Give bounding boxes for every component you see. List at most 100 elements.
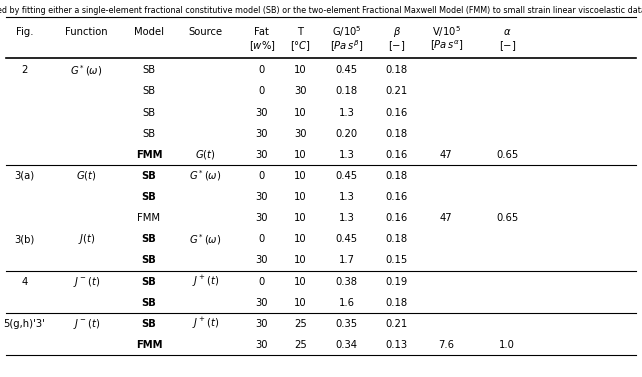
Text: SB: SB xyxy=(142,319,156,329)
Text: T: T xyxy=(297,27,304,37)
Text: 0.65: 0.65 xyxy=(496,150,518,160)
Text: 0.18: 0.18 xyxy=(386,297,408,308)
Text: 2: 2 xyxy=(21,65,28,75)
Text: 25: 25 xyxy=(294,319,307,329)
Text: $[Pa\,s^{\alpha}]$: $[Pa\,s^{\alpha}]$ xyxy=(429,39,463,53)
Text: SB: SB xyxy=(143,86,155,97)
Text: $J(t)$: $J(t)$ xyxy=(78,232,96,246)
Text: 0.18: 0.18 xyxy=(386,65,408,75)
Text: 1.3: 1.3 xyxy=(339,213,354,223)
Text: 0.34: 0.34 xyxy=(336,340,358,350)
Text: 0.38: 0.38 xyxy=(336,276,358,287)
Text: $G^*(\omega)$: $G^*(\omega)$ xyxy=(189,232,221,247)
Text: 30: 30 xyxy=(256,192,268,202)
Text: $[-]$: $[-]$ xyxy=(498,39,516,53)
Text: 30: 30 xyxy=(256,129,268,139)
Text: 47: 47 xyxy=(440,213,453,223)
Text: 0.35: 0.35 xyxy=(336,319,358,329)
Text: FMM: FMM xyxy=(135,150,162,160)
Text: 30: 30 xyxy=(256,255,268,265)
Text: 10: 10 xyxy=(294,255,307,265)
Text: 1.3: 1.3 xyxy=(339,107,354,118)
Text: 0.18: 0.18 xyxy=(386,171,408,181)
Text: 10: 10 xyxy=(294,65,307,75)
Text: 0.21: 0.21 xyxy=(386,319,408,329)
Text: 10: 10 xyxy=(294,276,307,287)
Text: 0.20: 0.20 xyxy=(336,129,358,139)
Text: 10: 10 xyxy=(294,107,307,118)
Text: SB: SB xyxy=(143,129,155,139)
Text: 5(g,h)'3': 5(g,h)'3' xyxy=(3,319,46,329)
Text: Fat: Fat xyxy=(254,27,270,37)
Text: SB: SB xyxy=(142,192,156,202)
Text: 30: 30 xyxy=(294,86,307,97)
Text: 7.6: 7.6 xyxy=(438,340,454,350)
Text: 30: 30 xyxy=(256,213,268,223)
Text: 0.18: 0.18 xyxy=(386,234,408,244)
Text: 0.21: 0.21 xyxy=(386,86,408,97)
Text: Source: Source xyxy=(188,27,223,37)
Text: 10: 10 xyxy=(294,150,307,160)
Text: 0.45: 0.45 xyxy=(336,234,358,244)
Text: 1.3: 1.3 xyxy=(339,150,354,160)
Text: 3(a): 3(a) xyxy=(14,171,35,181)
Text: $J^+(t)$: $J^+(t)$ xyxy=(192,274,219,289)
Text: 4: 4 xyxy=(21,276,28,287)
Text: 0: 0 xyxy=(259,276,265,287)
Text: 10: 10 xyxy=(294,297,307,308)
Text: FMM: FMM xyxy=(137,213,160,223)
Text: 30: 30 xyxy=(256,150,268,160)
Text: 3(b): 3(b) xyxy=(14,234,35,244)
Text: 30: 30 xyxy=(294,129,307,139)
Text: 0: 0 xyxy=(259,234,265,244)
Text: SB: SB xyxy=(142,234,156,244)
Text: 25: 25 xyxy=(294,340,307,350)
Text: 0.16: 0.16 xyxy=(386,107,408,118)
Text: G/10$^5$: G/10$^5$ xyxy=(332,25,361,40)
Text: $J^-(t)$: $J^-(t)$ xyxy=(73,274,100,288)
Text: 0: 0 xyxy=(259,171,265,181)
Text: V/10$^5$: V/10$^5$ xyxy=(432,25,460,40)
Text: $G^*(\omega)$: $G^*(\omega)$ xyxy=(189,169,221,183)
Text: FMM: FMM xyxy=(135,340,162,350)
Text: 0.16: 0.16 xyxy=(386,192,408,202)
Text: 0.16: 0.16 xyxy=(386,150,408,160)
Text: 0: 0 xyxy=(259,86,265,97)
Text: $[-]$: $[-]$ xyxy=(388,39,406,53)
Text: $G(t)$: $G(t)$ xyxy=(76,169,97,182)
Text: 1.0: 1.0 xyxy=(499,340,515,350)
Text: 0.19: 0.19 xyxy=(386,276,408,287)
Text: 10: 10 xyxy=(294,213,307,223)
Text: Fig.: Fig. xyxy=(15,27,33,37)
Text: 1.6: 1.6 xyxy=(339,297,354,308)
Text: $\alpha$: $\alpha$ xyxy=(503,27,512,37)
Text: $\beta$: $\beta$ xyxy=(393,25,401,39)
Text: 10: 10 xyxy=(294,171,307,181)
Text: 0.18: 0.18 xyxy=(386,129,408,139)
Text: $[Pa\,s^{\beta}]$: $[Pa\,s^{\beta}]$ xyxy=(330,38,363,54)
Text: SB: SB xyxy=(143,65,155,75)
Text: SB: SB xyxy=(143,107,155,118)
Text: 0.45: 0.45 xyxy=(336,171,358,181)
Text: 0.65: 0.65 xyxy=(496,213,518,223)
Text: $J^-(t)$: $J^-(t)$ xyxy=(73,317,100,331)
Text: $G^*(\omega)$: $G^*(\omega)$ xyxy=(71,63,103,78)
Text: 47: 47 xyxy=(440,150,453,160)
Text: 0.18: 0.18 xyxy=(336,86,358,97)
Text: 1.3: 1.3 xyxy=(339,192,354,202)
Text: 0.16: 0.16 xyxy=(386,213,408,223)
Text: 10: 10 xyxy=(294,192,307,202)
Text: Function: Function xyxy=(65,27,108,37)
Text: 0: 0 xyxy=(259,65,265,75)
Text: SB: SB xyxy=(142,171,156,181)
Text: $[°C]$: $[°C]$ xyxy=(290,39,311,53)
Text: 30: 30 xyxy=(256,297,268,308)
Text: 0.13: 0.13 xyxy=(386,340,408,350)
Text: Table A.2: Overview of parameter values obtained by fitting either a single-elem: Table A.2: Overview of parameter values … xyxy=(0,6,642,15)
Text: $[w\%]$: $[w\%]$ xyxy=(248,39,275,53)
Text: $J^+(t)$: $J^+(t)$ xyxy=(192,316,219,331)
Text: 30: 30 xyxy=(256,340,268,350)
Text: 0.15: 0.15 xyxy=(386,255,408,265)
Text: SB: SB xyxy=(142,297,156,308)
Text: $G(t)$: $G(t)$ xyxy=(195,148,216,161)
